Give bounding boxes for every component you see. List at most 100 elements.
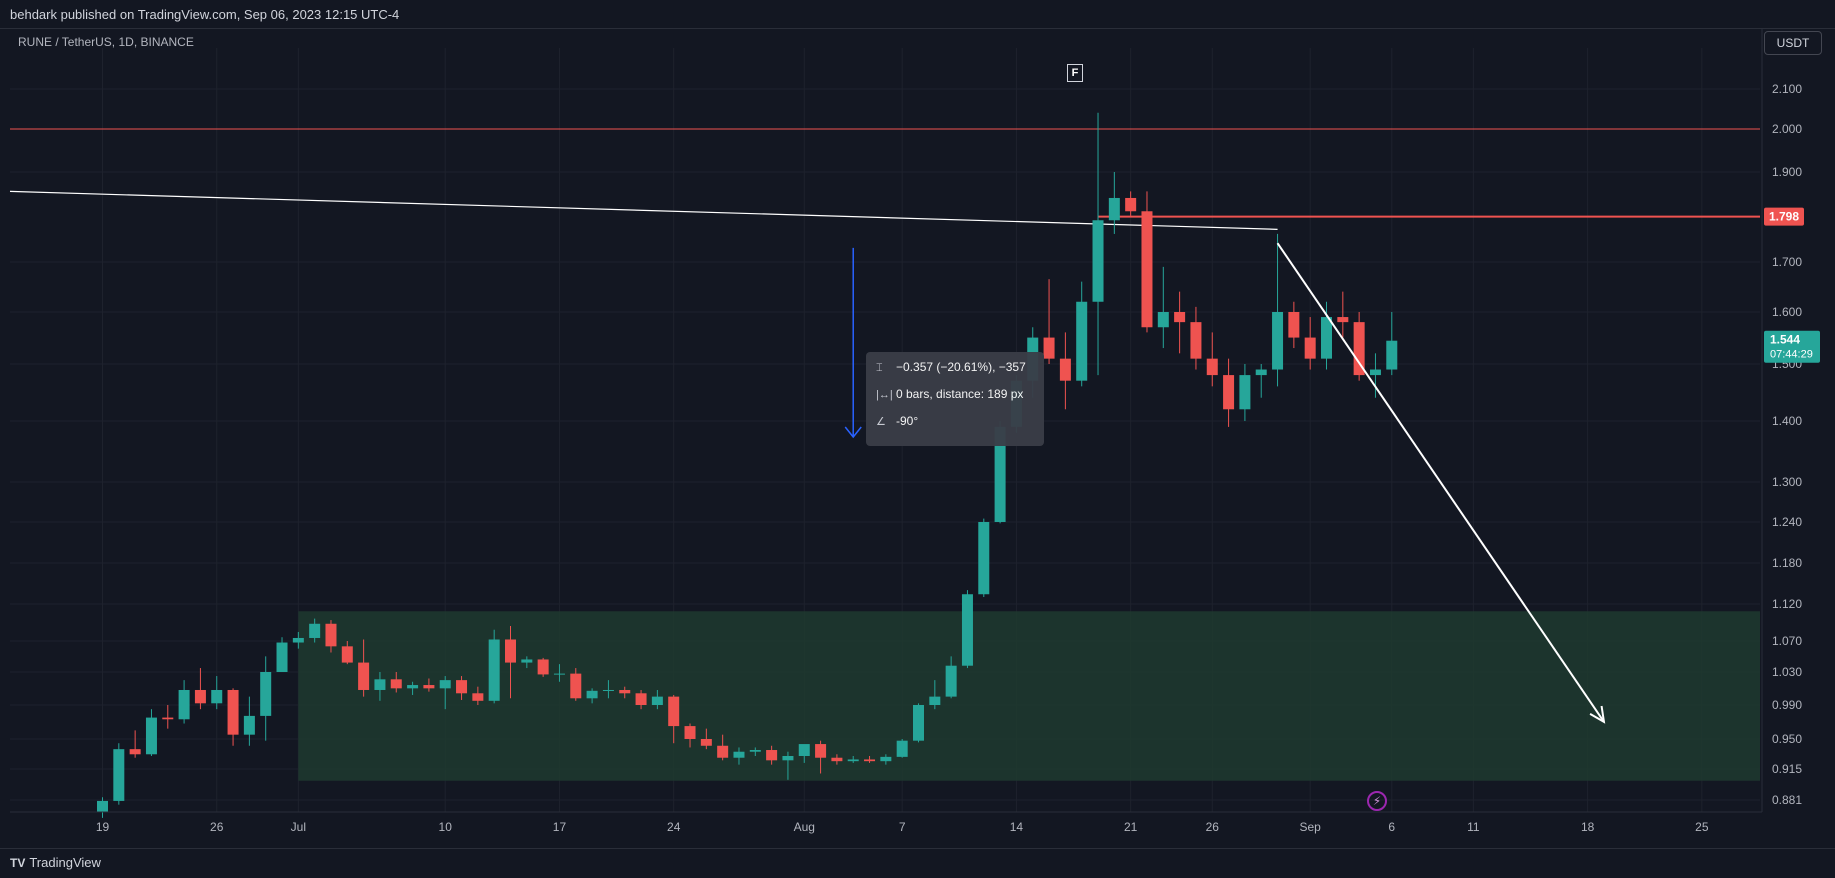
- currency-button[interactable]: USDT: [1764, 31, 1822, 55]
- candle-body: [1223, 375, 1235, 410]
- candle-body: [227, 689, 239, 735]
- candle-body: [929, 696, 941, 705]
- candle-body: [1304, 337, 1316, 359]
- x-tick-label: Aug: [794, 820, 815, 834]
- footer: TV TradingView: [0, 848, 1835, 878]
- y-tick-label: 0.990: [1772, 698, 1802, 712]
- measure-arrow-head: [844, 426, 862, 439]
- measure-bars-row: |↔| 0 bars, distance: 189 px: [876, 387, 1023, 405]
- publish-header: behdark published on TradingView.com, Se…: [0, 0, 1835, 29]
- projection-arrow-head: [1589, 705, 1606, 724]
- publish-info: behdark published on TradingView.com, Se…: [10, 7, 400, 22]
- candle-body: [1272, 312, 1284, 370]
- candle-body: [1141, 211, 1153, 328]
- measure-angle: -90°: [896, 414, 919, 428]
- candle-body: [1353, 322, 1365, 376]
- demand-zone: [298, 611, 1761, 781]
- x-tick-label: 6: [1388, 820, 1395, 834]
- candle-body: [1174, 312, 1186, 323]
- candle-body: [243, 715, 255, 735]
- candle-body: [749, 750, 761, 752]
- price-label-1798: 1.798: [1769, 210, 1799, 224]
- x-tick-label: 26: [1206, 820, 1220, 834]
- candle-body: [766, 750, 778, 761]
- candle-body: [668, 696, 680, 727]
- x-tick-label: 25: [1695, 820, 1709, 834]
- candle-body: [1288, 312, 1300, 338]
- candle-body: [602, 689, 614, 691]
- y-tick-label: 1.180: [1772, 556, 1802, 570]
- candle-body: [276, 642, 288, 672]
- candle-body: [423, 685, 435, 689]
- candle-body: [211, 689, 223, 704]
- measure-price-change: −0.357 (−20.61%), −357: [896, 360, 1026, 374]
- candle-body: [635, 693, 647, 705]
- price-label-1798-bg: [1764, 207, 1804, 226]
- x-tick-label: Sep: [1300, 820, 1322, 834]
- candle-body: [1108, 197, 1120, 221]
- candle-body: [1206, 358, 1218, 376]
- x-tick-label: 24: [667, 820, 681, 834]
- candle-body: [374, 679, 386, 690]
- x-tick-label: 26: [210, 820, 224, 834]
- x-tick-label: 10: [439, 820, 453, 834]
- candle-body: [1043, 337, 1055, 359]
- candle-body: [961, 594, 973, 666]
- price-label-last-bg: [1764, 330, 1820, 363]
- candle-body: [1076, 301, 1088, 381]
- price-label-countdown: 07:44:29: [1770, 349, 1813, 361]
- candle-body: [537, 659, 549, 675]
- x-tick-label: 21: [1124, 820, 1138, 834]
- candle-body: [684, 726, 696, 739]
- y-tick-label: 0.881: [1772, 793, 1802, 807]
- symbol-label[interactable]: RUNE / TetherUS, 1D, BINANCE: [18, 35, 194, 49]
- candle-body: [358, 662, 370, 690]
- candle-body: [847, 759, 859, 762]
- y-tick-label: 1.700: [1772, 255, 1802, 269]
- candle-body: [113, 749, 125, 801]
- y-tick-label: 1.300: [1772, 475, 1802, 489]
- projection-arrow-line: [1276, 242, 1605, 723]
- candle-body: [994, 426, 1006, 522]
- candle-body: [97, 800, 108, 813]
- candle-body: [896, 740, 908, 757]
- candle-body: [1125, 197, 1137, 212]
- x-tick-label: Jul: [291, 820, 306, 834]
- tradingview-logo[interactable]: TV TradingView: [10, 855, 101, 870]
- y-tick-label: 0.950: [1772, 732, 1802, 746]
- candle-body: [1386, 340, 1398, 370]
- x-tick-label: 11: [1467, 820, 1480, 834]
- measure-angle-row: ∠ -90°: [876, 414, 918, 432]
- candle-body: [831, 757, 843, 762]
- angle-icon: ∠: [876, 416, 886, 428]
- candle-body: [1092, 220, 1104, 302]
- price-range-icon: ⌶: [876, 362, 883, 374]
- tradingview-mark-icon: TV: [10, 856, 26, 870]
- y-tick-label: 1.240: [1772, 515, 1802, 529]
- candle-body: [341, 646, 353, 663]
- candle-body: [178, 689, 190, 720]
- candle-body: [717, 745, 729, 758]
- x-tick-label: 14: [1010, 820, 1024, 834]
- candle-body: [488, 639, 500, 701]
- measure-tooltip: ⌶ −0.357 (−20.61%), −357 |↔| 0 bars, dista…: [866, 352, 1044, 446]
- candle-body: [325, 623, 337, 647]
- x-tick-label: 7: [899, 820, 906, 834]
- y-tick-label: 1.600: [1772, 305, 1802, 319]
- candle-body: [390, 679, 402, 689]
- lightning-icon[interactable]: ⚡: [1367, 791, 1387, 811]
- y-tick-label: 1.120: [1772, 597, 1802, 611]
- price-label-last: 1.544: [1770, 333, 1800, 347]
- candle-body: [880, 756, 892, 762]
- candle-body: [1190, 322, 1202, 359]
- candle-body: [129, 749, 141, 755]
- y-tick-label: 1.030: [1772, 665, 1802, 679]
- candle-body: [194, 689, 206, 704]
- candle-body: [292, 637, 304, 643]
- candle-body: [1157, 312, 1169, 328]
- candle-body: [439, 680, 451, 689]
- candle-body: [864, 759, 876, 762]
- y-tick-label: 2.100: [1772, 82, 1802, 96]
- event-badge[interactable]: F: [1067, 64, 1083, 82]
- x-tick-label: 17: [553, 820, 567, 834]
